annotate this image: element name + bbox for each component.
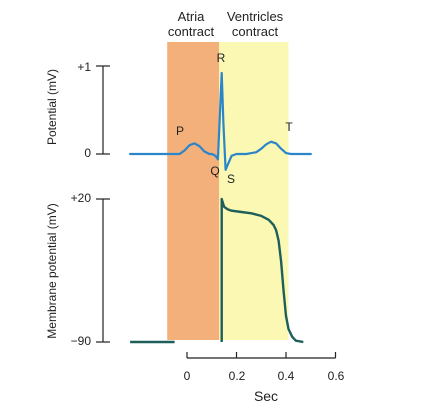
membrane-tick-label-plus20: +20 [71, 191, 92, 205]
x-tick-label-0-4: 0.4 [278, 369, 295, 383]
atria-band-label-line2: contract [168, 24, 215, 39]
axes-group [96, 65, 337, 359]
ventricles-band-label-line2: contract [232, 24, 279, 39]
atria-band-label-line1: Atria [178, 9, 206, 24]
ventricles-band-label-line1: Ventricles [227, 9, 284, 24]
wave-label-s: S [227, 172, 235, 186]
wave-label-q: Q [210, 164, 219, 178]
ecg-y-axis-label: Potential (mV) [45, 69, 59, 145]
atria-contract-band [167, 42, 220, 340]
wave-label-p: P [176, 124, 184, 138]
x-tick-label-0-2: 0.2 [229, 369, 246, 383]
x-tick-label-0: 0 [184, 369, 191, 383]
ecg-tick-label-zero: 0 [84, 146, 91, 160]
wave-label-t: T [285, 120, 293, 134]
ventricles-contract-band [219, 42, 289, 340]
action-potential-line [220, 197, 304, 344]
x-tick-label-0-6: 0.6 [328, 369, 345, 383]
ecg-tick-label-plus1: +1 [77, 60, 91, 74]
membrane-tick-label-minus90: −90 [71, 334, 92, 348]
series-group [129, 71, 312, 344]
contraction-bands [167, 42, 289, 340]
wave-label-r: R [217, 51, 226, 65]
ecg-trace-line [129, 71, 312, 171]
x-axis-label: Sec [254, 388, 278, 404]
membrane-y-axis-label: Membrane potential (mV) [45, 203, 59, 338]
